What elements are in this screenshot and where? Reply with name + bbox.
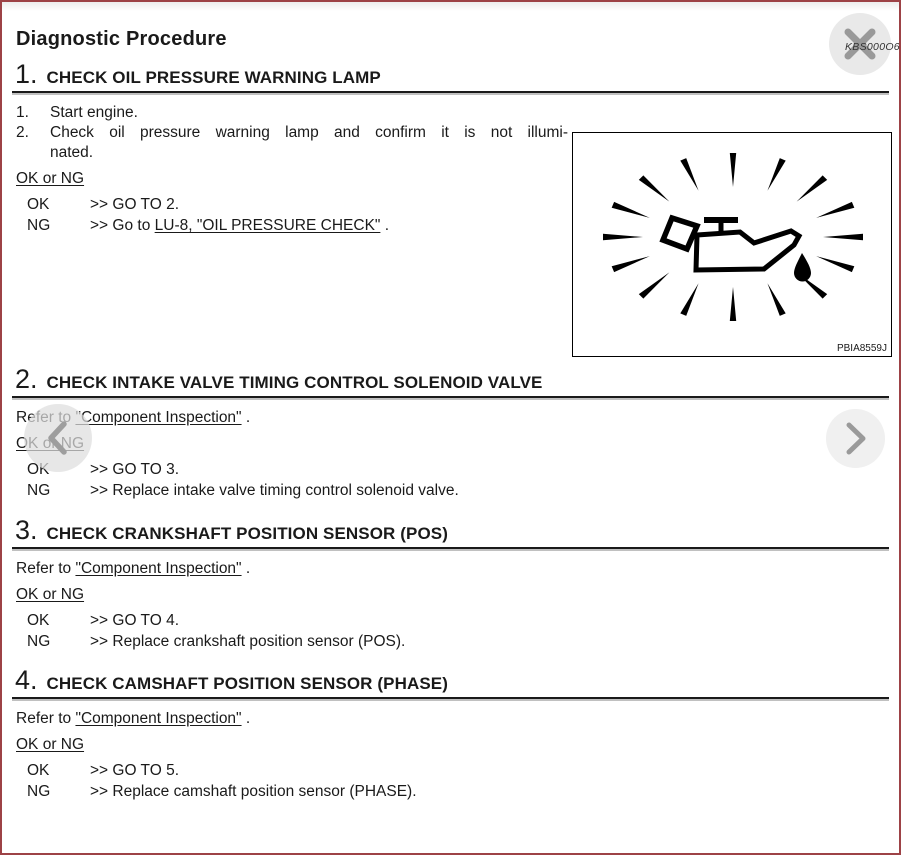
heading-divider [12, 697, 889, 699]
result-text: GO TO 5. [112, 762, 180, 779]
result-text: Go to [112, 216, 155, 234]
result-label: NG [27, 481, 51, 499]
chevron-left-icon [48, 421, 67, 455]
procedure-step-4: 4. CHECK CAMSHAFT POSITION SENSOR (PHASE… [2, 665, 899, 802]
results-block: OK >> GO TO 2. NG >> Go to LU-8, "OIL PR… [2, 195, 899, 236]
result-arrow: >> [90, 196, 113, 213]
result-label: NG [27, 216, 51, 234]
ok-or-ng-label: OK or NG [16, 170, 85, 187]
link-oil-pressure-check[interactable]: LU-8, "OIL PRESSURE CHECK" [154, 216, 381, 234]
page-title: Diagnostic Procedure [16, 28, 227, 50]
result-text: GO TO 2. [112, 196, 180, 213]
close-icon [844, 28, 876, 60]
ok-or-ng-label: OK or NG [16, 736, 85, 753]
heading-divider [12, 91, 889, 93]
refer-line: Refer to "Component Inspection" . [16, 409, 251, 426]
result-row-ok: OK >> GO TO 3. [16, 460, 899, 481]
oil-can-glyph [659, 214, 811, 282]
results-block: OK >> GO TO 5. NG >> Replace camshaft po… [2, 761, 899, 802]
chevron-right-icon [846, 422, 866, 455]
result-label: OK [27, 762, 50, 779]
result-text: GO TO 3. [112, 461, 180, 478]
result-text: GO TO 4. [112, 612, 180, 629]
result-label: NG [27, 782, 51, 800]
result-arrow: >> [90, 216, 113, 234]
link-component-inspection[interactable]: "Component Inspection" [75, 409, 242, 426]
refer-line: Refer to "Component Inspection" . [16, 560, 251, 577]
step-heading: 3. CHECK CRANKSHAFT POSITION SENSOR (POS… [15, 515, 899, 545]
step-number: 4. [15, 665, 38, 695]
step-heading: 1. CHECK OIL PRESSURE WARNING LAMP [15, 59, 899, 89]
instruction-list: 1. Start engine. 2. Check oil pressure w… [16, 103, 568, 163]
list-text: Check oil pressure warning lamp and conf… [50, 124, 568, 141]
result-row-ok: OK >> GO TO 5. [16, 761, 899, 782]
result-row-ng: NG >> Go to LU-8, "OIL PRESSURE CHECK" . [16, 216, 899, 237]
result-text: Replace crankshaft position sensor (POS)… [112, 632, 406, 650]
step-number: 3. [15, 515, 38, 545]
step-heading: 4. CHECK CAMSHAFT POSITION SENSOR (PHASE… [15, 665, 899, 695]
result-row-ok: OK >> GO TO 2. [16, 195, 899, 216]
results-block: OK >> GO TO 3. NG >> Replace intake valv… [2, 460, 899, 501]
heading-divider [12, 547, 889, 549]
list-text: Start engine. [50, 104, 138, 121]
step-number: 2. [15, 364, 38, 394]
step-title: CHECK INTAKE VALVE TIMING CONTROL SOLENO… [46, 373, 543, 392]
list-marker: 1. [16, 104, 29, 121]
list-marker: 2. [16, 124, 29, 141]
results-block: OK >> GO TO 4. NG >> Replace crankshaft … [2, 611, 899, 652]
step-number: 1. [15, 59, 38, 89]
step-title: CHECK CRANKSHAFT POSITION SENSOR (POS) [46, 524, 448, 543]
result-row-ok: OK >> GO TO 4. [16, 611, 899, 632]
figure-oil-pressure-warning-lamp: PBIA8559J [572, 132, 892, 357]
list-item: 2. Check oil pressure warning lamp and c… [16, 123, 568, 163]
step-title: CHECK OIL PRESSURE WARNING LAMP [46, 68, 381, 87]
oil-pressure-warning-lamp-icon [603, 153, 863, 321]
link-component-inspection[interactable]: "Component Inspection" [75, 710, 242, 727]
heading-divider [12, 396, 889, 398]
figure-watermark-code: KBS000O6 [845, 41, 900, 53]
procedure-step-3: 3. CHECK CRANKSHAFT POSITION SENSOR (POS… [2, 515, 899, 652]
result-text: Replace intake valve timing control sole… [112, 481, 459, 499]
prev-page-button[interactable] [24, 404, 92, 472]
starburst-rays [603, 153, 863, 321]
link-component-inspection[interactable]: "Component Inspection" [75, 560, 242, 577]
ok-or-ng-label: OK or NG [16, 586, 85, 603]
next-page-button[interactable] [826, 409, 885, 468]
result-label: OK [27, 612, 50, 629]
step-title: CHECK CAMSHAFT POSITION SENSOR (PHASE) [46, 674, 448, 693]
list-text: nated. [50, 144, 94, 161]
result-label: OK [27, 196, 50, 213]
figure-code: PBIA8559J [836, 343, 887, 354]
procedure-step-2: 2. CHECK INTAKE VALVE TIMING CONTROL SOL… [2, 364, 899, 501]
step-heading: 2. CHECK INTAKE VALVE TIMING CONTROL SOL… [15, 364, 899, 394]
list-item: 1. Start engine. [16, 103, 568, 123]
procedure-step-1: 1. CHECK OIL PRESSURE WARNING LAMP 1. St… [2, 59, 899, 236]
close-button[interactable] [829, 13, 891, 75]
result-row-ng: NG >> Replace crankshaft position sensor… [16, 632, 899, 653]
result-row-ng: NG >> Replace camshaft position sensor (… [16, 782, 899, 803]
result-text: Replace camshaft position sensor (PHASE)… [112, 782, 417, 800]
result-row-ng: NG >> Replace intake valve timing contro… [16, 481, 899, 502]
refer-line: Refer to "Component Inspection" . [16, 710, 251, 727]
result-label: NG [27, 632, 51, 650]
